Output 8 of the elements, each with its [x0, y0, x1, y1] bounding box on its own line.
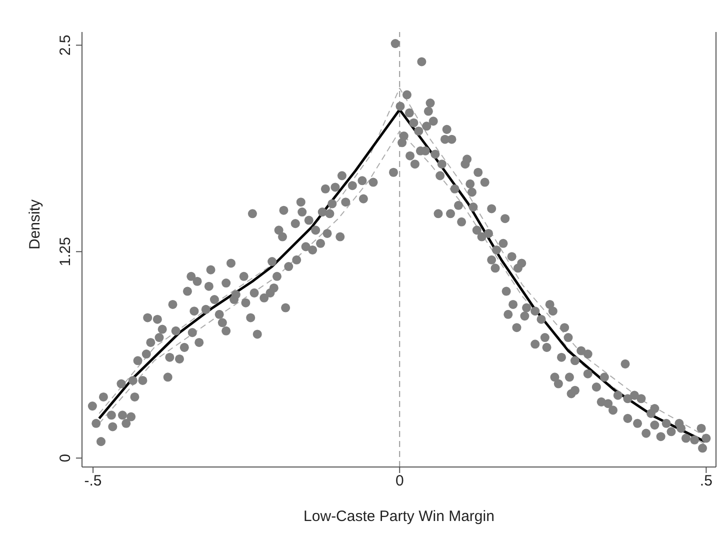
y-tick-label: 2.5	[57, 34, 74, 56]
x-tick-label: 0	[395, 472, 404, 490]
y-tick-label: 1.25	[57, 237, 74, 266]
x-axis-title: Low-Caste Party Win Margin	[304, 508, 494, 525]
x-tick-label: -.5	[84, 472, 102, 490]
y-tick-label: 0	[57, 454, 74, 462]
x-tick-label: .5	[700, 472, 712, 490]
y-axis-title: Density	[26, 198, 44, 250]
